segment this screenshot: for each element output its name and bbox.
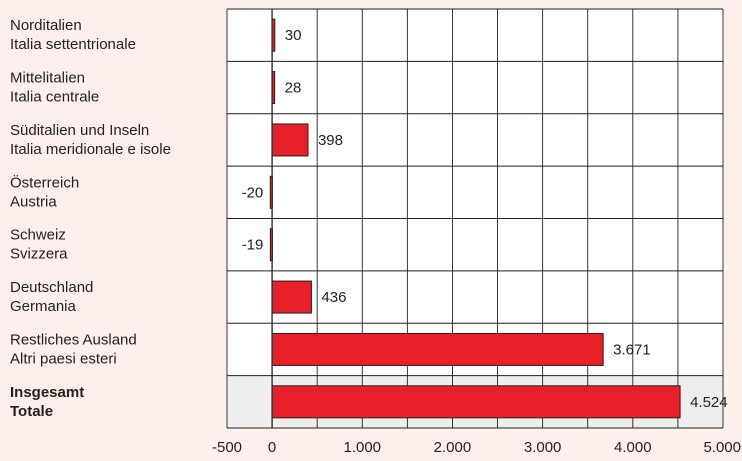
x-tick-label: -500 [212,439,242,456]
category-label-line1: Deutschland [10,279,93,296]
data-label: 398 [318,132,343,149]
x-tick-label: 0 [268,439,276,456]
data-label: 30 [285,27,302,44]
bar [271,123,309,157]
category-label-line2: Totale [10,403,53,420]
bar [271,18,276,52]
data-label: 3.671 [613,341,651,358]
category-label-line1: Insgesamt [10,384,84,401]
category-label-line1: Österreich [10,173,79,191]
bar [271,385,681,419]
category-label-line1: Norditalien [10,17,82,34]
x-tick-label: 1.000 [343,439,381,456]
category-label-line1: Restliches Ausland [10,331,137,348]
category-label-line1: Schweiz [10,227,66,244]
category-label-line1: Süditalien und Inseln [10,122,149,139]
category-label-line2: Svizzera [10,246,68,263]
bar [271,332,604,366]
x-tick-label: 5.000 [703,439,741,456]
category-label-line2: Italia centrale [10,89,99,106]
bar [269,228,273,262]
category-label-line2: Italia meridionale e isole [10,141,171,158]
category-label-line1: Mittelitalien [10,70,85,87]
bar [271,280,312,314]
bar [271,71,276,105]
x-tick-label: 3.000 [524,439,562,456]
data-label: 28 [285,80,302,97]
category-label-line2: Austria [10,193,57,210]
data-label: -19 [242,237,264,254]
x-tick-label: 4.000 [614,439,652,456]
category-label-line2: Altri paesi esteri [10,350,117,367]
data-label: 436 [321,289,346,306]
x-tick-label: 2.000 [434,439,472,456]
category-label-line2: Italia settentrionale [10,36,136,53]
data-label: 4.524 [690,394,728,411]
bar [269,175,273,209]
data-label: -20 [242,184,264,201]
category-label-line2: Germania [10,298,77,315]
